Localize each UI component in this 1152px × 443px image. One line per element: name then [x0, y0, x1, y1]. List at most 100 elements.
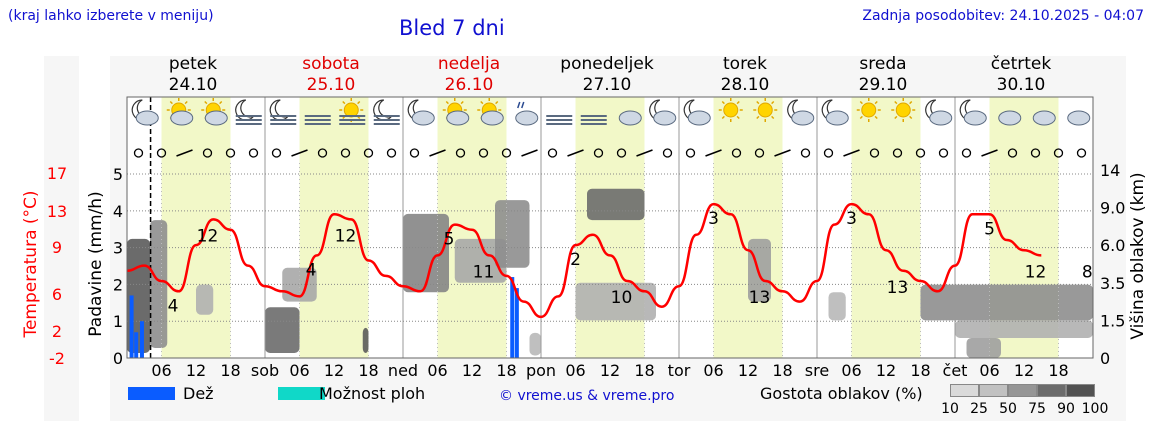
rain-bar [510, 277, 515, 358]
density-swatch [950, 384, 979, 397]
left-margin-panel [44, 56, 79, 421]
cloud-height-tick-label: 1.5 [1100, 311, 1125, 330]
weather-icon-sun-cloud [477, 98, 504, 126]
cloud-layer [828, 292, 846, 321]
wind-barb-symbol [176, 149, 193, 157]
day-name-label: nedelja [438, 54, 500, 74]
density-tick-label: 10 [941, 401, 959, 417]
showers-legend-swatch [278, 387, 325, 400]
wind-calm-symbol [915, 148, 926, 158]
precip-tick-label: 0 [113, 349, 123, 368]
cloud-icon [687, 110, 711, 126]
drizzle-drop [521, 101, 525, 109]
rain-bar [129, 295, 134, 358]
wind-calm-symbol [800, 148, 811, 158]
weather-icon-fog [580, 115, 607, 125]
wind-barb-symbol [291, 149, 308, 157]
sun-ray [480, 100, 484, 105]
hour-tick-label: 18 [634, 361, 654, 380]
density-tick-label: 25 [970, 401, 988, 417]
weather-icon-sun-fog [339, 98, 366, 125]
wind-calm-symbol [271, 148, 282, 158]
hour-tick-label: 18 [910, 361, 930, 380]
wind-calm-symbol [317, 148, 328, 158]
hour-tick-label: 18 [496, 361, 516, 380]
cloud-icon [1032, 110, 1056, 126]
cloud-icon [998, 110, 1022, 126]
day-date-label: 26.10 [445, 75, 494, 95]
cloud-icon [963, 110, 987, 126]
hour-tick-label: 18 [1048, 361, 1068, 380]
temperature-data-label: 13 [749, 288, 771, 308]
cloud-layer [529, 332, 541, 356]
cloud-layer [575, 282, 656, 321]
wind-calm-symbol [1076, 148, 1087, 158]
sun-ray [771, 115, 775, 120]
temperature-data-label: 12 [197, 226, 219, 246]
temperature-data-label: 5 [984, 219, 995, 239]
rain-legend-label: Dež [183, 384, 214, 403]
weather-icon-moon-cloud [131, 99, 159, 126]
cloud-layer [587, 188, 645, 221]
cloud-icon [929, 110, 953, 126]
temperature-tick-label: 13 [47, 202, 67, 221]
cloud-height-tick-label: 3.5 [1100, 274, 1125, 293]
hour-tick-label: 12 [738, 361, 758, 380]
density-tick-label: 90 [1057, 401, 1075, 417]
cloud-height-tick-label: 14 [1100, 161, 1120, 180]
sun-ray [736, 100, 740, 105]
weekday-abbr-label: sre [805, 361, 829, 380]
sun-icon [723, 102, 739, 118]
wind-calm-symbol [386, 148, 397, 158]
hour-tick-label: 06 [151, 361, 171, 380]
day-date-label: 27.10 [583, 75, 632, 95]
temperature-data-label: 3 [708, 209, 719, 229]
temperature-data-label: 2 [570, 250, 581, 270]
weekday-abbr-label: tor [668, 361, 691, 380]
cloud-icon [791, 110, 815, 126]
temperature-series-line [126, 202, 1042, 319]
wind-calm-symbol [478, 148, 489, 158]
showers-legend-label: Možnost ploh [319, 384, 426, 403]
weekday-abbr-label: čet [943, 361, 968, 380]
sun-icon [343, 102, 359, 118]
drizzle-drop [517, 101, 521, 109]
wind-calm-symbol [869, 148, 880, 158]
sun-icon [757, 102, 773, 118]
hour-tick-label: 12 [186, 361, 206, 380]
hour-tick-label: 12 [1014, 361, 1034, 380]
sun-ray [184, 100, 188, 105]
cloud-layer [966, 337, 1001, 358]
cloud-layer [955, 320, 1093, 338]
temperature-data-label: 11 [473, 262, 495, 282]
day-name-label: sreda [859, 54, 906, 74]
sun-ray [495, 100, 499, 105]
density-swatch [979, 384, 1008, 397]
cloud-height-tick-label: 9.0 [1100, 199, 1125, 218]
temperature-data-label: 12 [335, 226, 357, 246]
wind-calm-symbol [892, 148, 903, 158]
daylight-band [161, 97, 231, 358]
weather-icon-moon-fog [269, 99, 297, 125]
sun-ray [445, 100, 449, 105]
temperature-tick-label: 6 [52, 285, 62, 304]
density-swatch [1066, 384, 1095, 397]
wind-calm-symbol [938, 148, 949, 158]
wind-barb-symbol [843, 149, 860, 157]
wind-calm-symbol [754, 148, 765, 158]
wind-calm-symbol [1053, 148, 1064, 158]
rain-bar [514, 288, 519, 358]
cloud-layer [150, 220, 168, 348]
temperature-tick-label: -2 [49, 349, 65, 368]
weather-icon-sun [753, 98, 778, 122]
density-swatch [1037, 384, 1066, 397]
credit-link[interactable]: © vreme.us & vreme.pro [499, 388, 675, 404]
moon-icon [373, 99, 393, 121]
sun-ray [909, 115, 913, 120]
sun-ray [204, 100, 208, 105]
precip-axis-label: Padavine (mm/h) [86, 191, 106, 336]
precip-tick-label: 3 [113, 239, 123, 258]
day-name-label: ponedeljek [560, 54, 654, 74]
hour-tick-label: 06 [565, 361, 585, 380]
wind-calm-symbol [685, 148, 696, 158]
